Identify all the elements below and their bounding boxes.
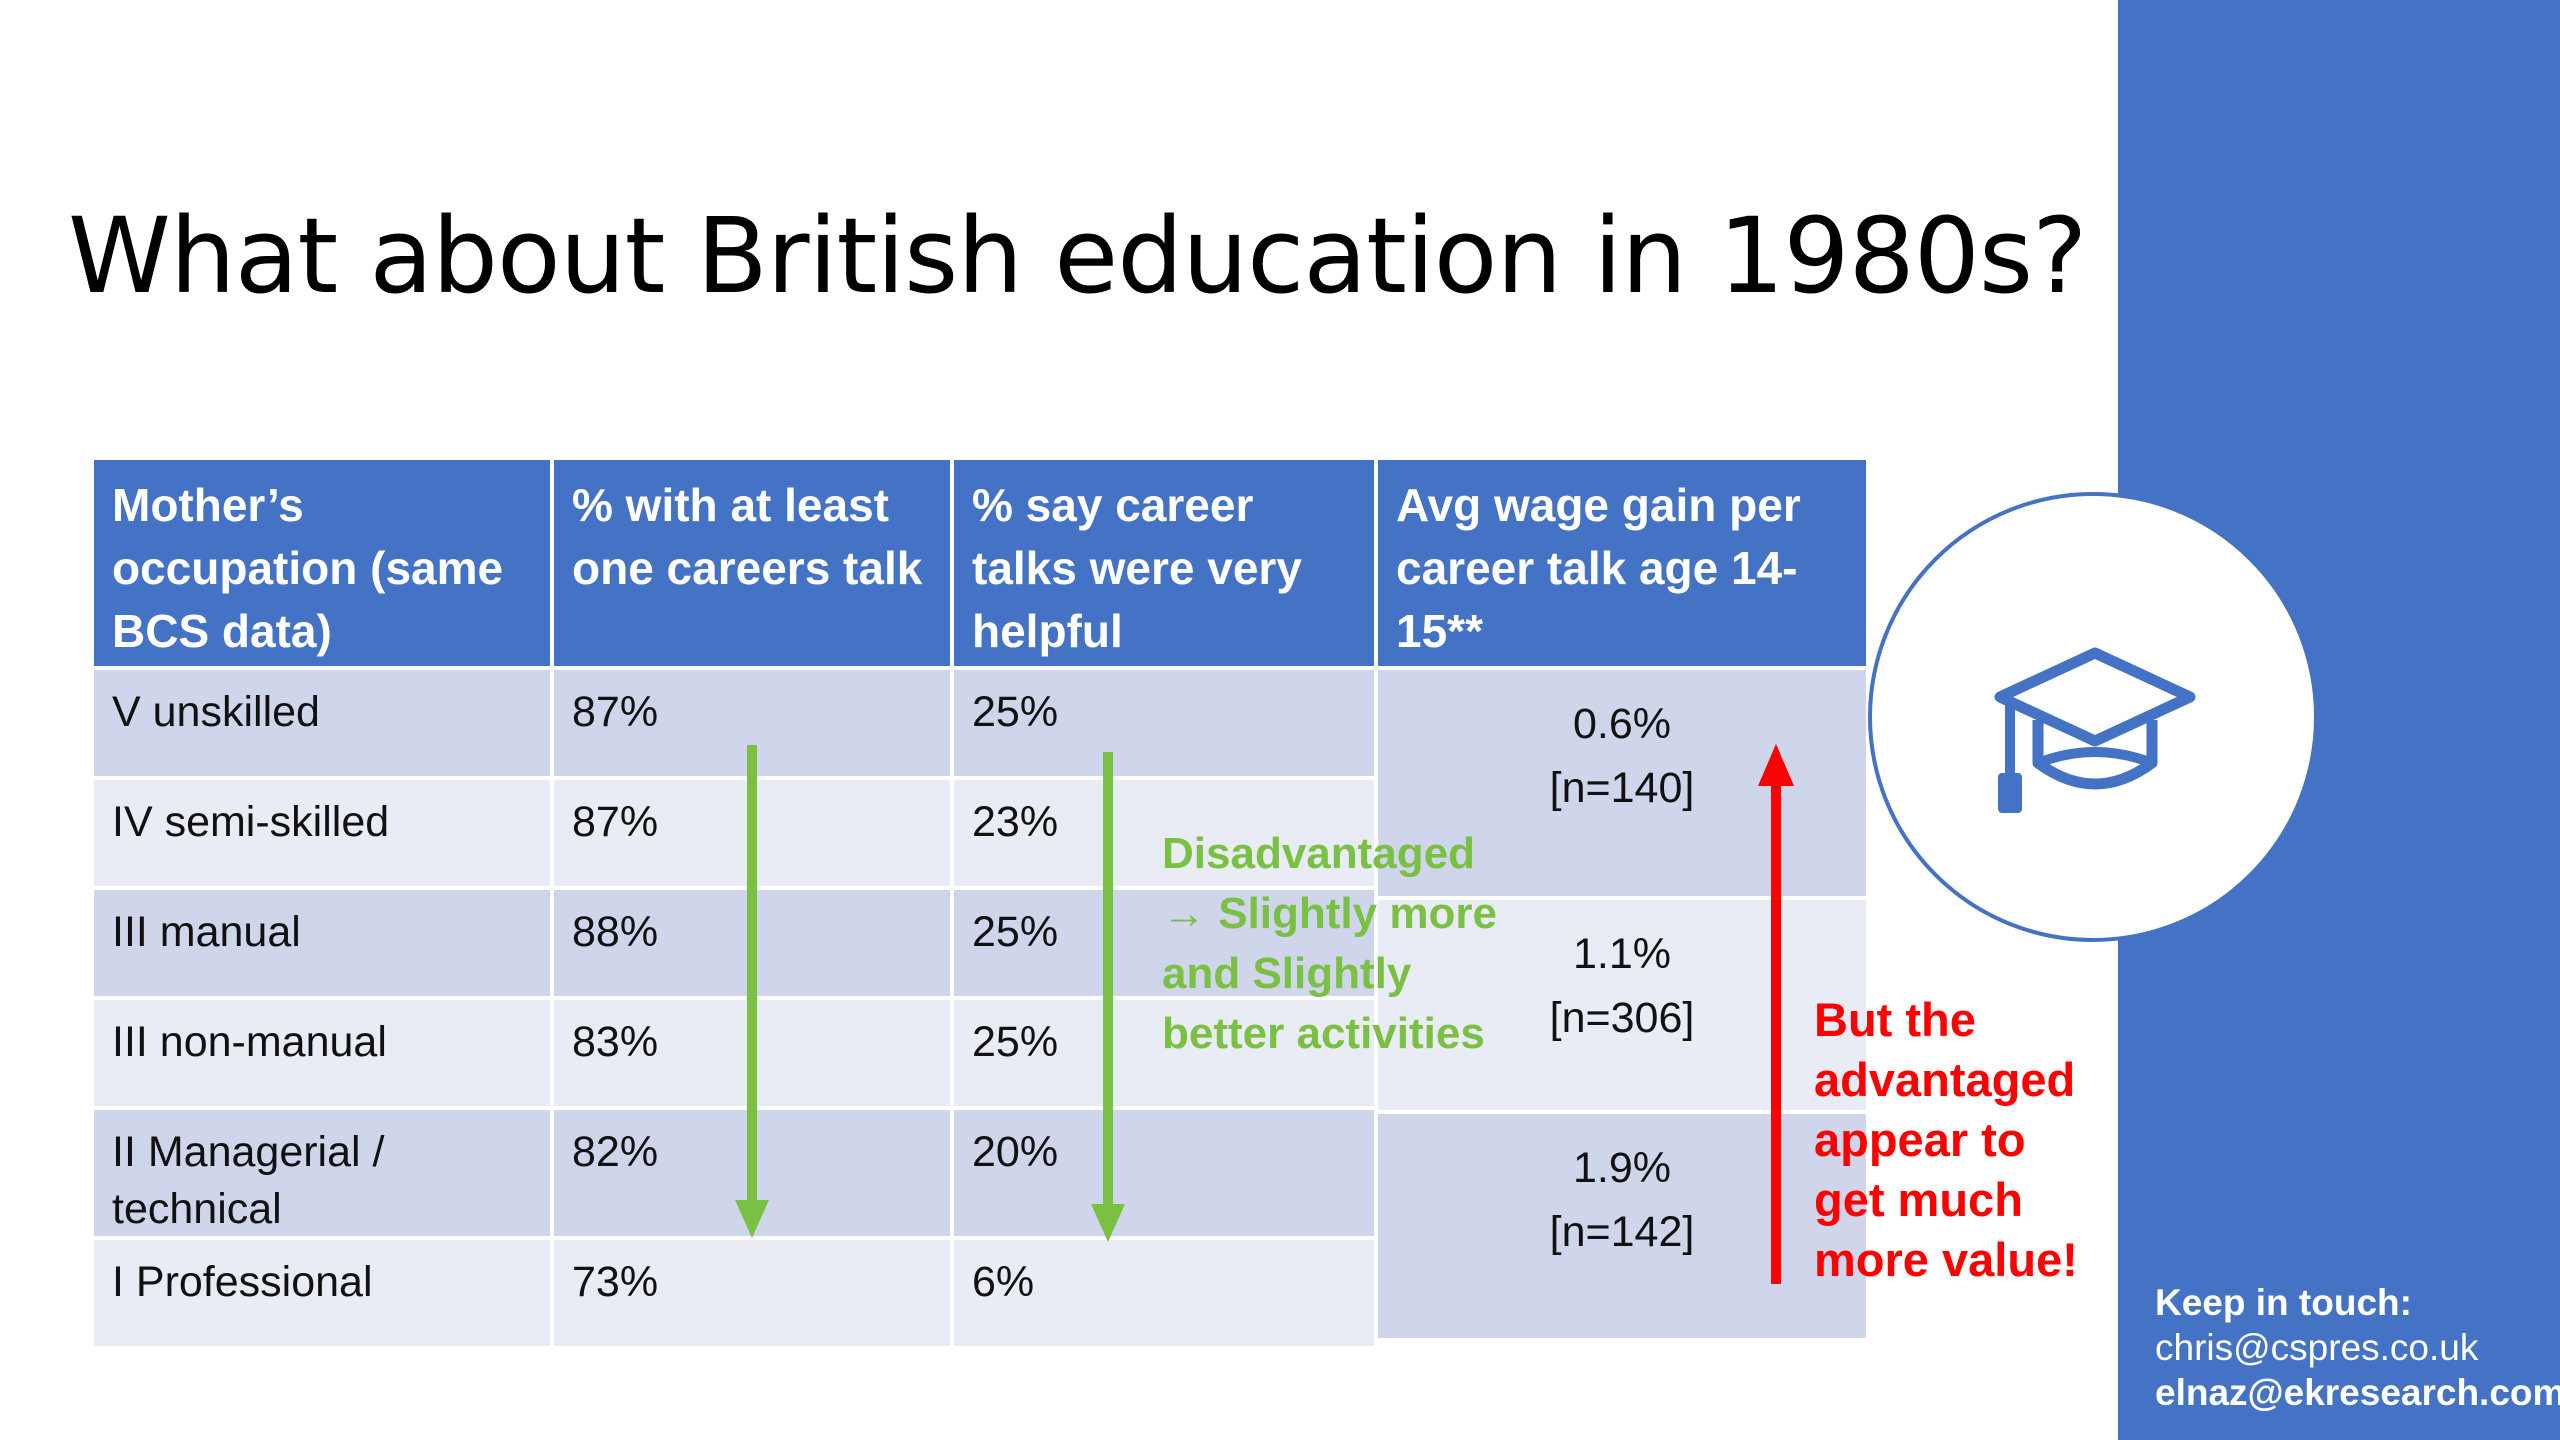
- wage-gain-n: [n=140]: [1549, 764, 1695, 812]
- icon-circle: [1868, 492, 2318, 942]
- contact-email-link[interactable]: elnaz@ekresearch.com: [2155, 1372, 2560, 1413]
- red-annotation-line: more value!: [1814, 1233, 2078, 1286]
- red-annotation-line: But the: [1814, 993, 1976, 1046]
- row-occupation: IV semi-skilled: [94, 780, 550, 886]
- row-very-helpful: 20%: [954, 1110, 1374, 1236]
- row-very-helpful: 25%: [954, 890, 1374, 996]
- green-annotation-line: better activities: [1162, 1009, 1485, 1058]
- wage-gain-value: 1.9%: [1572, 1144, 1671, 1192]
- row-very-helpful: 23%: [954, 780, 1374, 886]
- row-occupation: V unskilled: [94, 670, 550, 776]
- row-occupation: III manual: [94, 890, 550, 996]
- row-careers-talk: 73%: [554, 1240, 950, 1346]
- header-wage-gain: Avg wage gain per career talk age 14-15*…: [1378, 460, 1866, 666]
- graduation-cap-icon: [1994, 647, 2196, 813]
- wage-gain-value: 0.6%: [1572, 700, 1671, 748]
- green-annotation: Disadvantaged → Slightly more and Slight…: [1162, 824, 1497, 1064]
- wage-gain-value: 1.1%: [1572, 930, 1671, 978]
- wage-gain-n: [n=306]: [1549, 994, 1695, 1042]
- green-annotation-line: Disadvantaged: [1162, 829, 1475, 878]
- row-very-helpful: 25%: [954, 1000, 1374, 1106]
- red-annotation-line: get much: [1814, 1173, 2023, 1226]
- row-occupation: II Managerial / technical: [94, 1110, 550, 1236]
- slide-title: What about British education in 1980s?: [68, 195, 2087, 317]
- contact-heading: Keep in touch:: [2155, 1282, 2412, 1323]
- header-mothers-occupation: Mother’s occupation (same BCS data): [94, 460, 550, 666]
- row-occupation: I Professional: [94, 1240, 550, 1346]
- green-down-arrow-icon: [1091, 752, 1125, 1242]
- row-occupation: III non-manual: [94, 1000, 550, 1106]
- green-down-arrow-icon: [735, 745, 769, 1238]
- wage-gain-n: [n=142]: [1549, 1208, 1695, 1256]
- row-very-helpful: 6%: [954, 1240, 1374, 1346]
- wage-gain-cell: 1.9% [n=142]: [1378, 1114, 1866, 1338]
- green-annotation-line: → Slightly more: [1162, 889, 1497, 938]
- wage-gain-cell: 1.1% [n=306]: [1378, 900, 1866, 1110]
- header-careers-talk: % with at least one careers talk: [554, 460, 950, 666]
- row-very-helpful: 25%: [954, 670, 1374, 776]
- red-up-arrow-icon: [1758, 744, 1794, 1284]
- red-annotation-line: advantaged: [1814, 1053, 2076, 1106]
- green-annotation-line: and Slightly: [1162, 949, 1412, 998]
- red-annotation: But the advantaged appear to get much mo…: [1814, 990, 2078, 1290]
- contact-block: Keep in touch: chris@cspres.co.uk elnaz@…: [2155, 1280, 2560, 1415]
- header-very-helpful: % say career talks were very helpful: [954, 460, 1374, 666]
- red-annotation-line: appear to: [1814, 1113, 2026, 1166]
- contact-email-link[interactable]: chris@cspres.co.uk: [2155, 1327, 2479, 1368]
